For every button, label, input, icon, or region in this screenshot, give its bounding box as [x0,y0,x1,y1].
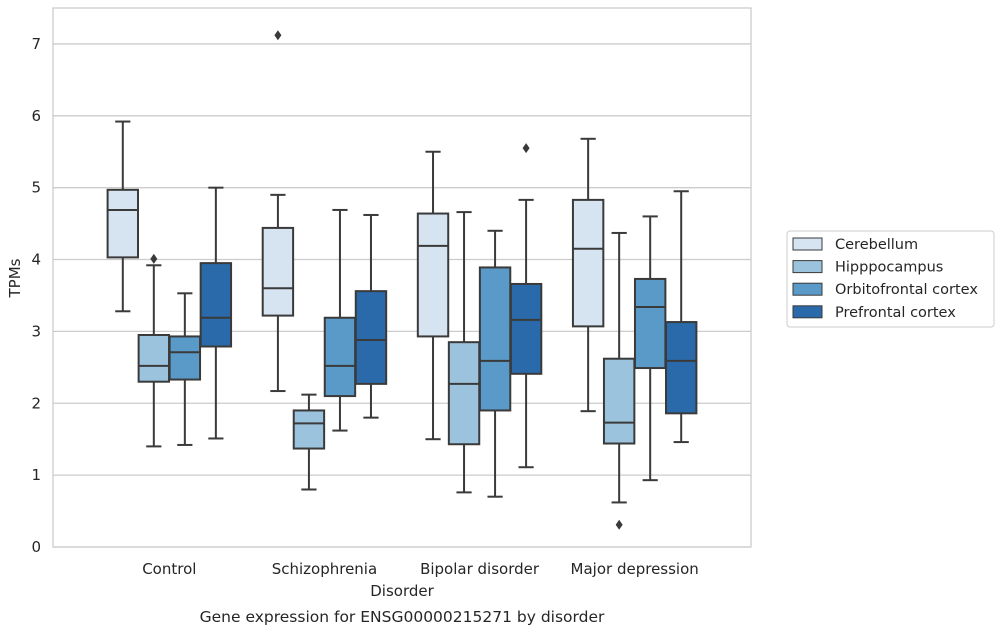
box-prefrontal-cortex [354,213,388,419]
box-prefrontal-cortex [664,190,698,444]
box-prefrontal-cortex [509,143,543,469]
iqr-box [137,333,171,383]
iqr-box [447,341,481,446]
legend-swatch [792,260,823,274]
y-tick-label: 7 [31,35,41,53]
y-tick-label: 3 [31,322,41,340]
iqr-box [168,335,202,381]
box-cerebellum [261,30,295,393]
chart-caption: Gene expression for ENSG00000215271 by d… [200,608,605,626]
iqr-box [354,290,388,385]
boxes [106,30,698,530]
legend-swatch [792,282,823,296]
iqr-box [571,198,605,328]
legend-label: Orbitofrontal cortex [835,282,978,298]
legend-swatch [792,305,823,319]
box-hipppocampus [292,393,326,491]
iqr-box [292,409,326,450]
box-cerebellum [106,120,140,313]
x-tick-label: Major depression [571,560,699,578]
legend: Cerebellum Hipppocampus Orbitofrontal cort… [786,230,995,328]
x-tick-label: Control [142,560,196,578]
y-tick-label: 1 [31,466,41,484]
box-orbitofrontal-cortex [168,292,202,446]
x-tick-labels: Control Schizophrenia Bipolar disorder Majo… [142,560,699,578]
y-tick-label: 5 [31,179,41,197]
x-tick-label: Schizophrenia [272,560,377,578]
x-axis-label: Disorder [370,582,434,600]
y-tick-label: 4 [31,251,41,269]
plot-area [52,7,752,548]
iqr-box [323,316,357,398]
y-tick-label: 0 [31,538,41,556]
box-cerebellum [416,150,450,441]
iqr-box [416,212,450,338]
iqr-box [261,226,295,317]
iqr-box [602,357,636,445]
outlier-point [615,519,623,530]
x-tick-label: Bipolar disorder [420,560,540,578]
outlier-point [274,30,282,41]
y-axis-label: TPMs [6,258,24,298]
iqr-box [509,282,543,375]
iqr-box [199,262,233,348]
box-hipppocampus [602,231,636,530]
box-cerebellum [571,137,605,413]
legend-swatch [792,237,823,251]
iqr-box [664,321,698,415]
iqr-box [106,188,140,259]
box-hipppocampus [447,211,481,494]
y-tick-labels: 0 1 2 3 4 5 6 7 [31,35,41,556]
iqr-box [633,277,667,370]
legend-label: Prefrontal cortex [835,305,956,321]
legend-frame [786,230,995,328]
outlier-point [150,253,158,264]
box-orbitofrontal-cortex [478,229,512,498]
gridlines [53,43,751,548]
y-tick-label: 6 [31,107,41,125]
outlier-point [522,143,530,154]
box-prefrontal-cortex [199,186,233,440]
y-tick-label: 2 [31,394,41,412]
iqr-box [478,266,512,412]
legend-label: Cerebellum [835,237,918,253]
box-hipppocampus [137,253,171,448]
legend-label: Hipppocampus [835,260,943,276]
